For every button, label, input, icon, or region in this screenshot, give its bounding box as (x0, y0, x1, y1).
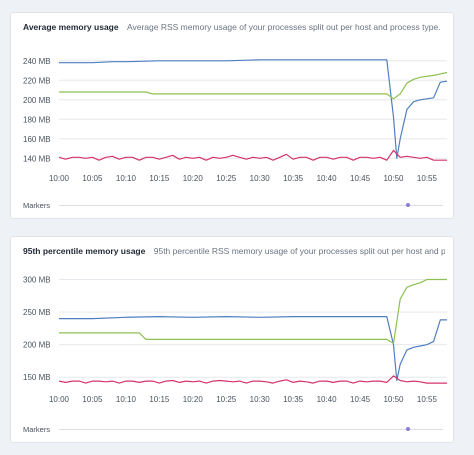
x-tick-label: 10:50 (383, 395, 404, 404)
y-tick-label: 200 MB (23, 341, 51, 350)
x-tick-label: 10:00 (49, 174, 70, 183)
x-tick-label: 10:55 (417, 174, 438, 183)
y-tick-label: 180 MB (23, 115, 51, 124)
x-tick-label: 10:25 (216, 174, 237, 183)
average-memory-chart[interactable]: 240 MB 220 MB 200 MB 180 MB 160 MB 140 MB 10:0… (11, 13, 455, 220)
p95-memory-chart[interactable]: 300 MB 250 MB 200 MB 150 MB 10:00 10:05 10:10 1… (11, 237, 455, 444)
x-tick-label: 10:00 (49, 395, 70, 404)
x-tick-label: 10:15 (149, 174, 170, 183)
average-memory-card: Average memory usage Average RSS memory … (10, 12, 454, 219)
y-tick-label: 220 MB (23, 76, 51, 85)
card-title: Average memory usage (23, 22, 119, 32)
series-line-green (59, 71, 448, 100)
y-tick-label: 250 MB (23, 308, 51, 317)
x-tick-label: 10:45 (350, 174, 371, 183)
markers-label: Markers (23, 425, 51, 434)
x-tick-label: 10:15 (149, 395, 170, 404)
y-tick-label: 200 MB (23, 96, 51, 105)
x-tick-label: 10:55 (417, 395, 438, 404)
marker-dot[interactable] (406, 203, 411, 207)
y-tick-label: 140 MB (23, 154, 51, 163)
markers-label: Markers (23, 201, 51, 210)
x-tick-label: 10:45 (350, 395, 371, 404)
x-tick-label: 10:10 (116, 174, 137, 183)
x-tick-label: 10:05 (82, 395, 103, 404)
card-title: 95th percentile memory usage (23, 246, 146, 256)
card-description: Average RSS memory usage of your process… (126, 22, 441, 32)
y-tick-label: 240 MB (23, 57, 51, 66)
markers-track[interactable] (59, 203, 443, 207)
y-tick-label: 300 MB (23, 276, 51, 285)
card-description: 95th percentile RSS memory usage of your… (153, 246, 445, 256)
markers-track[interactable] (59, 427, 443, 431)
x-tick-label: 10:50 (383, 174, 404, 183)
x-tick-label: 10:05 (82, 174, 103, 183)
series-line-green (59, 278, 447, 345)
card-header: Average memory usage Average RSS memory … (23, 22, 445, 32)
x-tick-label: 10:25 (216, 395, 237, 404)
x-tick-label: 10:40 (317, 395, 338, 404)
x-tick-label: 10:20 (183, 395, 204, 404)
marker-dot[interactable] (406, 427, 411, 431)
series-line-red (58, 149, 447, 161)
x-tick-label: 10:40 (317, 174, 338, 183)
x-tick-label: 10:30 (250, 395, 271, 404)
series-line-red (58, 375, 447, 384)
series-line-blue (59, 315, 447, 382)
series-line-blue (59, 59, 448, 159)
x-tick-label: 10:30 (250, 174, 271, 183)
card-header: 95th percentile memory usage 95th percen… (23, 246, 445, 256)
y-tick-label: 150 MB (23, 373, 51, 382)
x-tick-label: 10:35 (283, 395, 304, 404)
x-tick-label: 10:10 (116, 395, 137, 404)
y-tick-label: 160 MB (23, 135, 51, 144)
x-tick-label: 10:20 (183, 174, 204, 183)
p95-memory-card: 95th percentile memory usage 95th percen… (10, 236, 454, 443)
x-tick-label: 10:35 (283, 174, 304, 183)
